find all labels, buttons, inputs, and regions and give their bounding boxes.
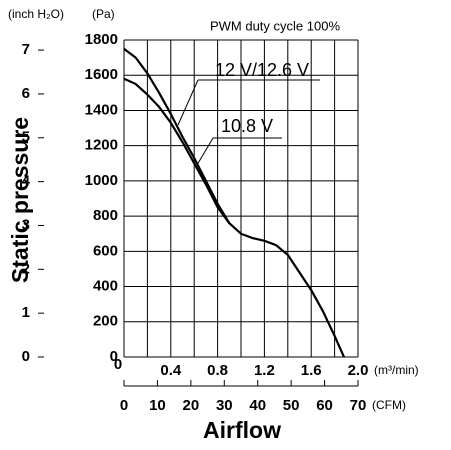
y-tick-label: 600	[93, 242, 118, 259]
curve	[123, 47, 345, 358]
y2-tick-label: 5	[22, 129, 30, 146]
y-tick-label: 1600	[85, 66, 118, 83]
y-tick-label: 1000	[85, 172, 118, 189]
x2-tick-label: 30	[216, 397, 233, 414]
legend-label: 12 V/12.6 V	[215, 60, 309, 80]
y2-tick-label: 4	[22, 173, 31, 190]
y-unit: (Pa)	[92, 7, 115, 21]
x-tick-label: 2.0	[348, 362, 369, 379]
y-tick-label: 1800	[85, 31, 118, 48]
y2-tick-label: 1	[22, 304, 30, 321]
curve	[123, 77, 231, 224]
x-tick-label: 0	[114, 356, 122, 373]
x2-tick-label: 70	[350, 397, 367, 414]
x2-tick-label: 40	[249, 397, 266, 414]
leader	[196, 137, 214, 166]
annotation: PWM duty cycle 100%	[210, 18, 340, 33]
y-tick-label: 400	[93, 278, 118, 295]
y2-tick-label: 7	[22, 41, 30, 58]
x2-tick-label: 20	[183, 397, 200, 414]
y2-tick-label: 6	[22, 85, 30, 102]
x-tick-label: 1.6	[301, 362, 322, 379]
y2-tick-label: 3	[22, 216, 30, 233]
x-tick-label: 1.2	[254, 362, 275, 379]
y-tick-label: 1200	[85, 137, 118, 154]
y2-tick-label: 0	[22, 348, 30, 365]
x2-tick-label: 0	[120, 397, 128, 414]
y-axis-title: Static pressure	[7, 117, 33, 283]
legend-label: 10.8 V	[221, 116, 273, 136]
x-tick-label: 0.8	[207, 362, 228, 379]
x2-unit: (CFM)	[372, 398, 406, 412]
y-tick-label: 0	[110, 348, 118, 365]
x2-tick-label: 60	[316, 397, 333, 414]
y-tick-label: 1400	[85, 101, 118, 118]
y-tick-label: 800	[93, 207, 118, 224]
leader	[177, 79, 199, 126]
y2-unit: (inch H₂O)	[8, 7, 64, 21]
y-tick-label: 200	[93, 313, 118, 330]
x2-tick-label: 50	[283, 397, 300, 414]
x-tick-label: 0.4	[160, 362, 182, 379]
x-axis-title: Airflow	[203, 417, 281, 443]
x-unit: (m³/min)	[374, 363, 419, 377]
x2-tick-label: 10	[149, 397, 166, 414]
y2-tick-label: 2	[22, 260, 30, 277]
